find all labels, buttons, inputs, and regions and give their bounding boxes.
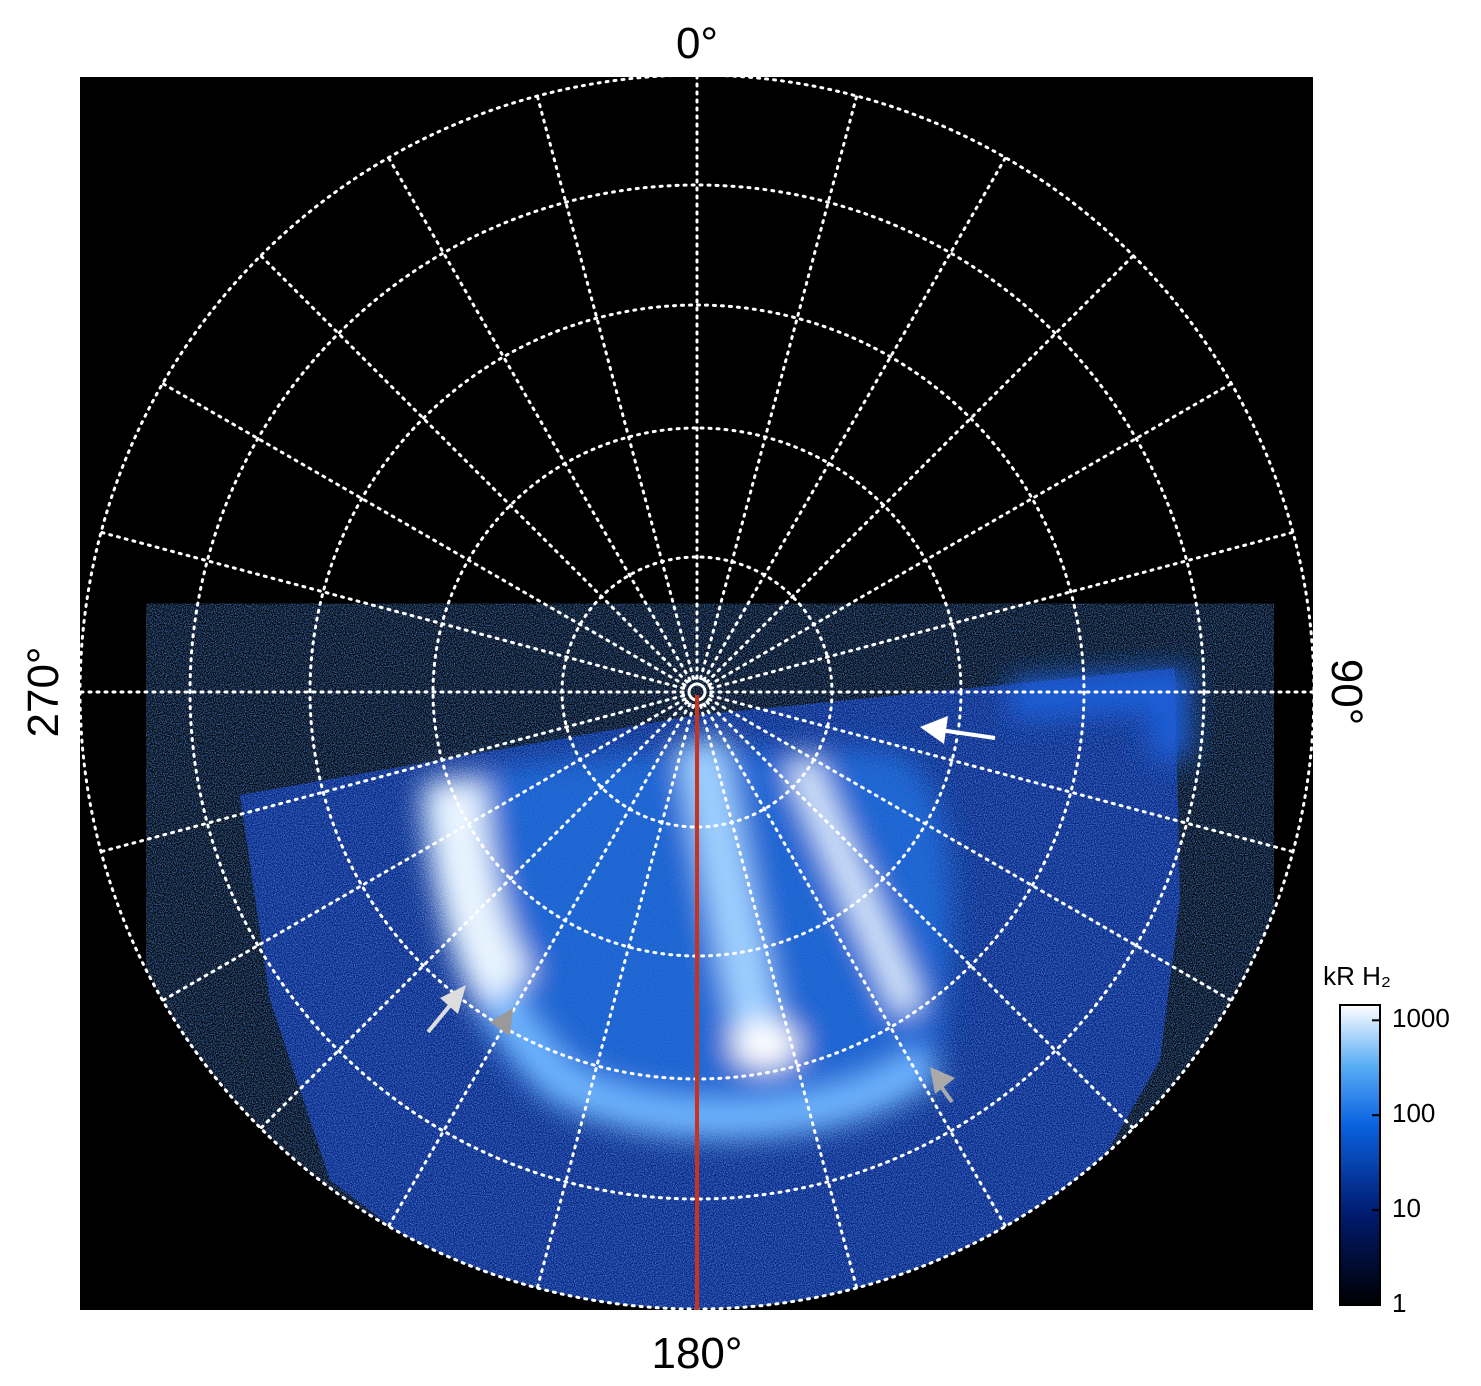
grid-spoke <box>161 697 687 1002</box>
colorbar-ticks: 1 10 100 1000 <box>1372 1003 1450 1318</box>
grid-spoke <box>99 530 685 690</box>
grid-spoke <box>99 694 685 854</box>
arrows <box>426 716 996 1104</box>
colorbar-tick-label: 10 <box>1392 1193 1421 1223</box>
longitude-label: 270° <box>19 646 68 737</box>
grid-ring <box>188 183 1206 1201</box>
longitude-label: 90° <box>1322 659 1371 726</box>
longitude-label: 0° <box>676 19 718 68</box>
aurora-glow <box>420 668 1190 1140</box>
grid-spoke <box>705 254 1135 684</box>
arrow-head <box>920 716 948 744</box>
colorbar-tick-label: 1000 <box>1392 1003 1450 1033</box>
grid-spoke <box>702 702 1007 1228</box>
colorbar <box>1339 1004 1381 1306</box>
grid-spoke <box>707 697 1233 1002</box>
colorbar-tick-label: 100 <box>1392 1098 1435 1128</box>
grid-spoke <box>705 700 1135 1130</box>
grid-spoke <box>707 382 1233 687</box>
longitude-label: 180° <box>651 1329 742 1378</box>
grid-spoke <box>709 530 1295 690</box>
aurora-image <box>240 668 1190 1309</box>
arrow-head <box>490 1008 513 1036</box>
arrow-head <box>440 985 466 1014</box>
grid-spoke <box>259 254 689 684</box>
grid-spoke <box>259 700 689 1130</box>
grid-spoke <box>161 382 687 687</box>
arrow-shaft <box>426 1001 454 1034</box>
arrow-shaft <box>939 728 996 740</box>
grid-spoke <box>709 694 1295 854</box>
colorbar-tick-label: 1 <box>1392 1288 1406 1318</box>
grid-spoke <box>387 156 692 682</box>
arrow-shaft <box>940 1086 954 1104</box>
grid-spoke <box>702 156 1007 682</box>
polar-grid <box>78 73 1316 1311</box>
colorbar-label: kR H₂ <box>1323 961 1391 991</box>
arrow-head <box>930 1067 955 1094</box>
grid-spoke <box>699 94 859 680</box>
grid-spoke <box>535 94 695 680</box>
grid-spoke <box>387 702 692 1228</box>
